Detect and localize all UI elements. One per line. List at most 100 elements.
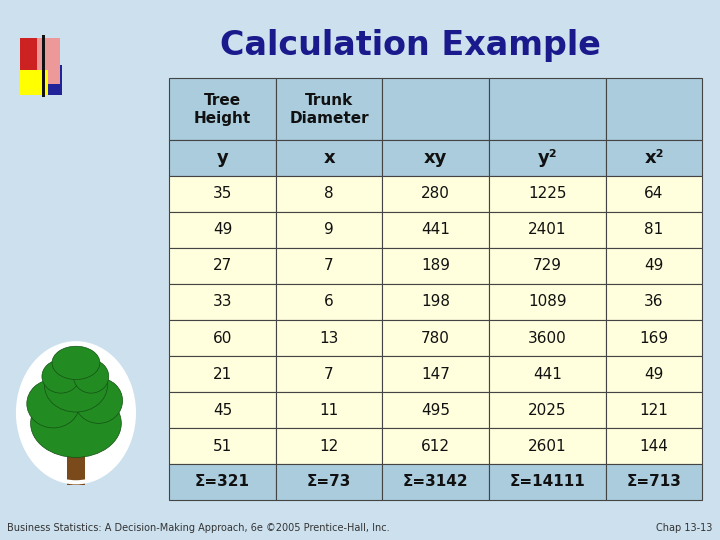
Bar [382,320,489,356]
Bar [169,320,276,356]
Bar [276,248,382,284]
Ellipse shape [73,360,109,393]
Ellipse shape [42,360,80,393]
Text: 189: 189 [421,258,450,273]
Bar [606,392,702,428]
Text: 45: 45 [213,403,232,418]
Text: 612: 612 [421,439,450,454]
Text: 49: 49 [644,258,664,273]
Text: 36: 36 [644,294,664,309]
Text: xy: xy [424,149,447,167]
Bar [382,284,489,320]
Text: 1225: 1225 [528,186,567,201]
Text: 2601: 2601 [528,439,567,454]
Text: 12: 12 [320,439,338,454]
Bar [382,248,489,284]
Text: 64: 64 [644,186,664,201]
Text: 35: 35 [213,186,232,201]
Bar [489,140,606,176]
Text: 33: 33 [212,294,233,309]
Bar [169,176,276,212]
Bar [489,392,606,428]
Ellipse shape [27,380,80,428]
Text: 729: 729 [533,258,562,273]
Bar [606,78,702,140]
Text: 441: 441 [533,367,562,382]
Bar [382,212,489,248]
Ellipse shape [75,378,122,423]
Text: 7: 7 [324,367,334,382]
Text: Tree
Height: Tree Height [194,93,251,126]
Text: 495: 495 [421,403,450,418]
Bar [37,38,60,84]
Bar [606,248,702,284]
Text: 27: 27 [213,258,232,273]
Text: 2401: 2401 [528,222,567,237]
Bar [606,212,702,248]
Ellipse shape [45,359,107,412]
Text: 121: 121 [639,403,668,418]
Bar [489,428,606,464]
Text: 169: 169 [639,330,669,346]
Text: 51: 51 [213,439,232,454]
Bar [382,428,489,464]
Text: 1089: 1089 [528,294,567,309]
Bar [606,140,702,176]
Bar [489,356,606,392]
Text: Σ=3142: Σ=3142 [402,475,469,489]
Text: y: y [217,149,228,167]
Bar [276,140,382,176]
Bar [169,464,276,500]
Text: x: x [323,149,335,167]
Text: 9: 9 [324,222,334,237]
Bar [276,212,382,248]
Text: 60: 60 [213,330,232,346]
Text: x²: x² [644,149,664,167]
Bar [489,176,606,212]
Text: 11: 11 [320,403,338,418]
Bar [276,78,382,140]
Bar [606,464,702,500]
Bar [169,78,276,140]
Text: 21: 21 [213,367,232,382]
Text: Σ=73: Σ=73 [307,475,351,489]
Bar [382,78,489,140]
Bar [169,284,276,320]
Bar [169,392,276,428]
Text: 147: 147 [421,367,450,382]
Text: 81: 81 [644,222,664,237]
Text: Business Statistics: A Decision-Making Approach, 6e ©2005 Prentice-Hall, Inc.: Business Statistics: A Decision-Making A… [7,523,390,533]
Bar [489,212,606,248]
Text: Σ=321: Σ=321 [195,475,250,489]
Bar [382,140,489,176]
Text: 280: 280 [421,186,450,201]
Bar [606,320,702,356]
Bar [67,452,85,485]
Bar [276,392,382,428]
Bar [606,176,702,212]
Bar [489,78,606,140]
Circle shape [18,343,134,482]
Text: 780: 780 [421,330,450,346]
Bar [606,356,702,392]
Bar [169,356,276,392]
Bar [35,65,62,94]
Bar [382,464,489,500]
Text: Σ=713: Σ=713 [626,475,682,489]
Text: 49: 49 [644,367,664,382]
Bar [489,464,606,500]
Bar [606,284,702,320]
Text: Calculation Example: Calculation Example [220,29,600,63]
Text: 144: 144 [639,439,668,454]
Bar [382,356,489,392]
Bar [276,320,382,356]
Bar [276,428,382,464]
Bar [169,140,276,176]
Text: 2025: 2025 [528,403,567,418]
Text: 49: 49 [213,222,232,237]
Bar [489,284,606,320]
Bar [276,176,382,212]
Bar [42,35,45,97]
Bar [489,320,606,356]
Ellipse shape [52,346,100,380]
